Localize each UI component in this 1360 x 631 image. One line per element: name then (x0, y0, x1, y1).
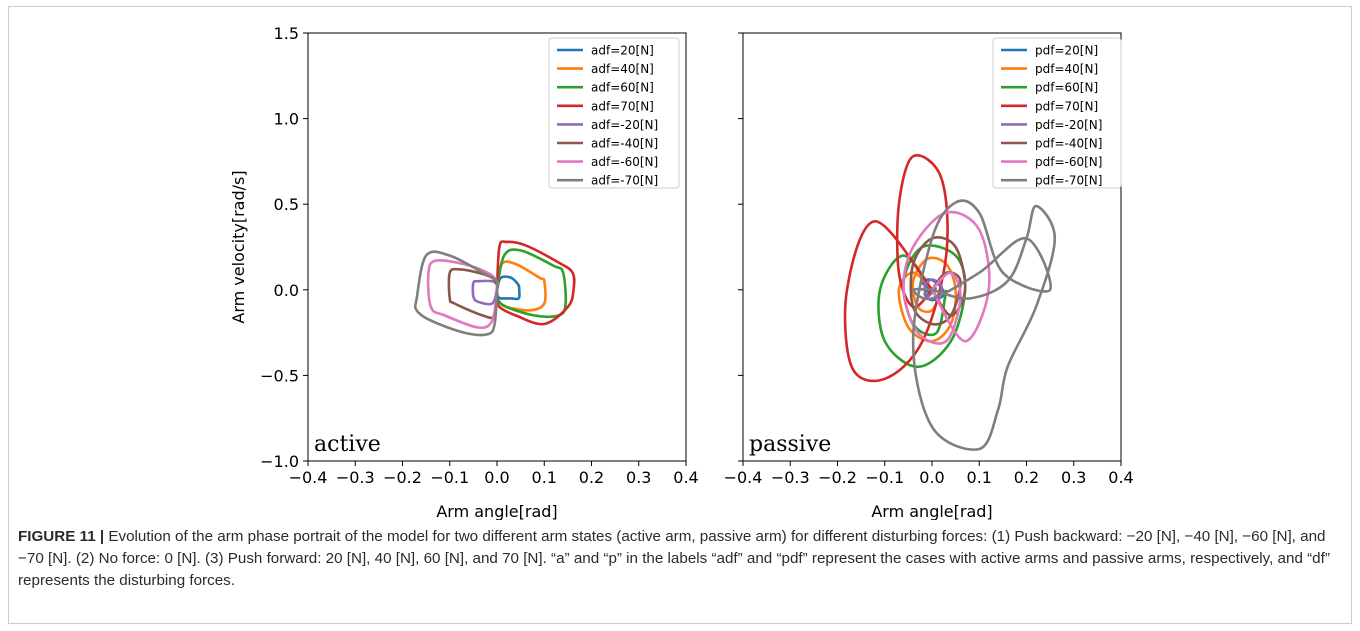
legend-entry: pdf=60[N] (1035, 81, 1098, 95)
legend: pdf=20[N] pdf=40[N] pdf=60[N] pdf=70[N] pdf=… (992, 37, 1122, 189)
series-line-adf=-20[N] (471, 279, 499, 306)
legend-entry: adf=-70[N] (591, 174, 658, 188)
series-line-pdf=-70[N] (911, 199, 1057, 451)
legend-entry: adf=40[N] (591, 62, 654, 76)
x-tick-label: −0.3 (771, 468, 810, 487)
x-tick-label: 0.0 (484, 468, 509, 487)
series-line-adf=-60[N] (426, 259, 500, 329)
legend-box (548, 37, 680, 189)
x-tick-label: 0.4 (673, 468, 698, 487)
x-tick-label: 0.1 (967, 468, 992, 487)
legend-box (992, 37, 1122, 189)
x-axis-label: Arm angle[rad] (871, 502, 992, 520)
series-line-adf=20[N] (495, 275, 521, 301)
x-tick-label: 0.1 (532, 468, 557, 487)
x-tick-label: −0.1 (865, 468, 904, 487)
series-line-pdf=-40[N] (909, 236, 967, 326)
panel-annotation: active (314, 432, 381, 457)
x-tick-label: −0.2 (383, 468, 422, 487)
figure-chart: −0.4 −0.3 −0.2 −0.1 0.0 0.1 0.2 0.3 0.4 −1.0 −0.5 0… (229, 24, 1134, 520)
y-tick-label: −0.5 (260, 366, 299, 385)
legend-entry: pdf=20[N] (1035, 44, 1098, 58)
series-line-pdf=-60[N] (902, 210, 991, 345)
series-line-adf=60[N] (494, 248, 568, 318)
x-tick-label: −0.4 (289, 468, 328, 487)
y-tick-label: −1.0 (260, 452, 299, 471)
x-tick-label: 0.2 (1014, 468, 1039, 487)
series-group (843, 154, 1057, 451)
legend-entry: adf=60[N] (591, 81, 654, 95)
legend-entry: adf=-60[N] (591, 155, 658, 169)
legend-entry: adf=-20[N] (591, 118, 658, 132)
x-tick-label: 0.4 (1108, 468, 1133, 487)
panel-annotation: passive (749, 432, 831, 457)
legend-entry: adf=70[N] (591, 99, 654, 113)
y-tick-label: 1.0 (274, 110, 299, 129)
x-tick-label: −0.3 (336, 468, 375, 487)
legend-entry: pdf=40[N] (1035, 62, 1098, 76)
x-tick-label: −0.4 (724, 468, 763, 487)
x-tick-label: −0.2 (818, 468, 857, 487)
series-line-adf=-70[N] (413, 250, 500, 337)
x-tick-label: 0.0 (919, 468, 944, 487)
x-tick-label: 0.3 (1061, 468, 1086, 487)
caption-text: Evolution of the arm phase portrait of t… (18, 528, 1330, 589)
series-line-pdf=70[N] (843, 154, 949, 383)
legend-entry: adf=20[N] (591, 44, 654, 58)
y-tick-label: 0.5 (274, 195, 299, 214)
caption-label: FIGURE 11 | (18, 528, 105, 545)
legend-entry: pdf=-40[N] (1035, 137, 1102, 151)
x-tick-label: 0.2 (579, 468, 604, 487)
y-axis-label: Arm velocity[rad/s] (229, 170, 248, 323)
x-tick-label: −0.1 (430, 468, 469, 487)
y-tick-label: 1.5 (274, 24, 299, 43)
series-line-adf=40[N] (494, 260, 547, 312)
y-tick-label: 0.0 (274, 281, 299, 300)
x-tick-label: 0.3 (626, 468, 651, 487)
legend-entry: pdf=-60[N] (1035, 155, 1102, 169)
series-group (413, 240, 576, 337)
series-line-pdf=-20[N] (923, 278, 944, 300)
legend-entry: pdf=70[N] (1035, 99, 1098, 113)
legend-entry: adf=-40[N] (591, 137, 658, 151)
legend: adf=20[N] adf=40[N] adf=60[N] adf=70[N] adf=… (548, 37, 680, 189)
panel-active: −0.4 −0.3 −0.2 −0.1 0.0 0.1 0.2 0.3 0.4 −1.0 −0.5 0… (229, 24, 699, 520)
figure-caption: FIGURE 11 | Evolution of the arm phase p… (18, 526, 1340, 592)
figure-frame (8, 6, 1352, 624)
series-line-adf=70[N] (495, 240, 576, 326)
legend-entry: pdf=-20[N] (1035, 118, 1102, 132)
legend-entry: pdf=-70[N] (1035, 174, 1102, 188)
panel-passive: −0.4 −0.3 −0.2 −0.1 0.0 0.1 0.2 0.3 0.4 Arm angle… (724, 32, 1134, 520)
x-axis-label: Arm angle[rad] (436, 502, 557, 520)
